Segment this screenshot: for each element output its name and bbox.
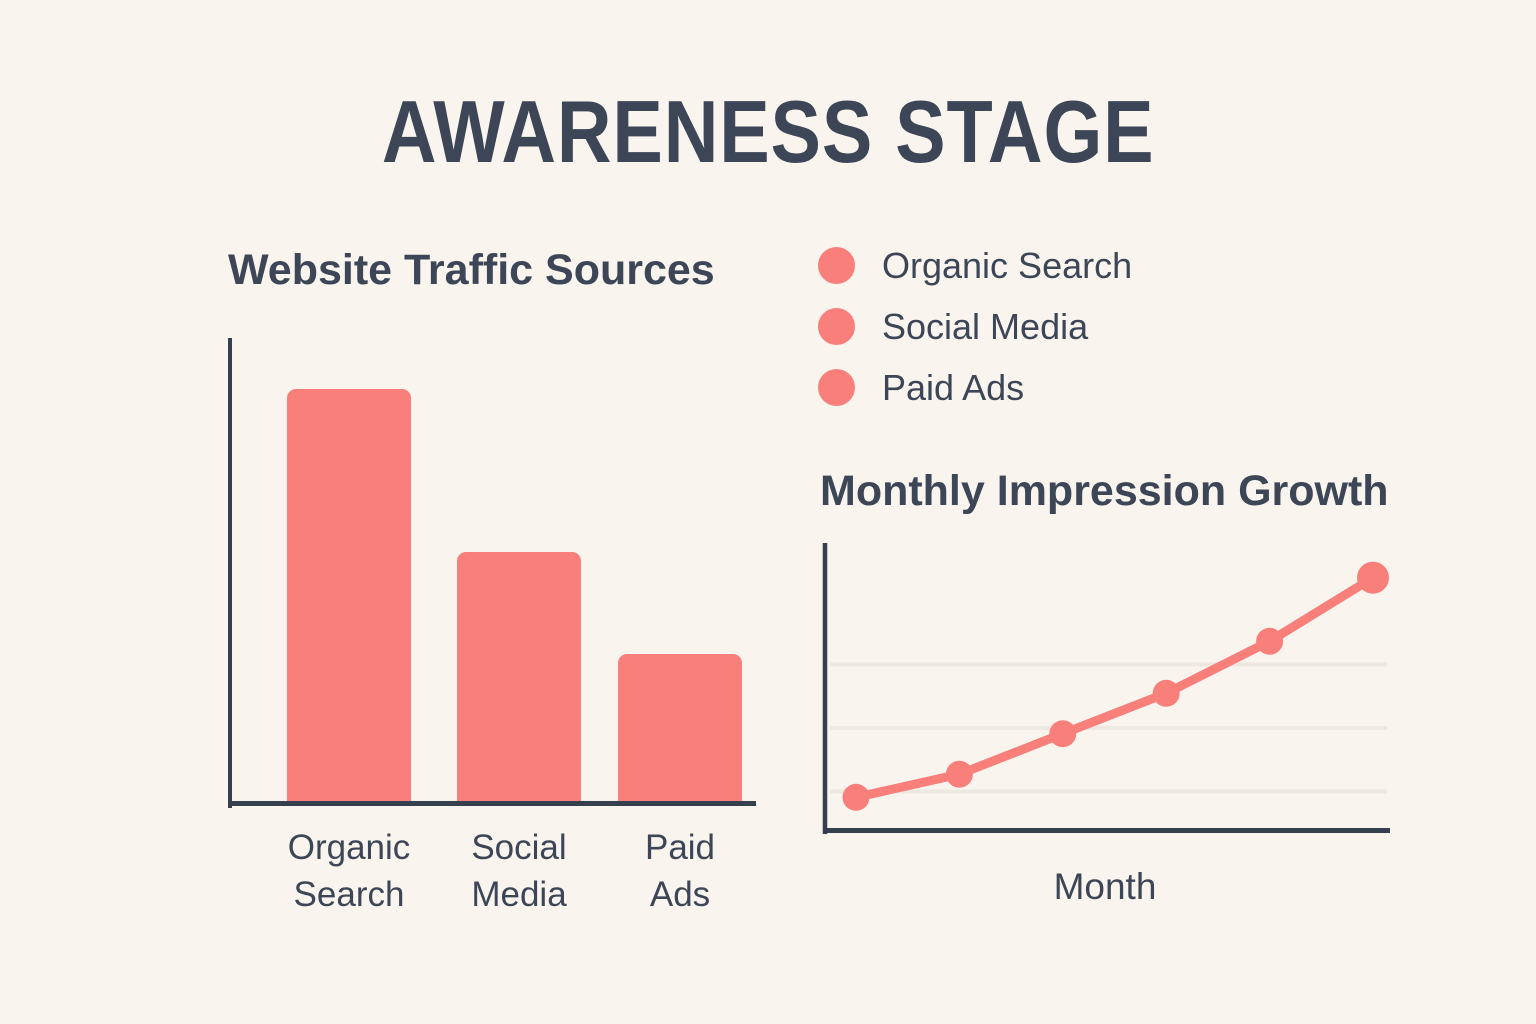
legend: Organic Search Social Media Paid Ads (818, 247, 1132, 430)
line-chart-title: Monthly Impression Growth (820, 467, 1389, 515)
circle-icon (818, 369, 855, 406)
legend-label: Organic Search (882, 244, 1133, 286)
data-point-month-3 (1049, 720, 1077, 748)
bar-category-label: Social Media (471, 828, 567, 914)
bar-category-label: Paid Ads (644, 828, 716, 914)
legend-item: Organic Search (818, 247, 1132, 284)
legend-label: Social Media (882, 305, 1089, 347)
growth-line (851, 573, 1378, 802)
bar-organic-search (287, 389, 411, 803)
bar-social-media (457, 552, 581, 803)
bar-chart-x-axis (228, 801, 756, 806)
line-chart-plot (822, 543, 1390, 834)
data-point-month-4 (1152, 679, 1180, 707)
circle-icon (818, 308, 855, 345)
legend-item: Social Media (818, 308, 1132, 345)
page-title-text: AWARENESS STAGE (381, 82, 1155, 181)
bar-category-label: Organic Search (287, 828, 411, 914)
legend-label: Paid Ads (882, 366, 1025, 408)
legend-item: Paid Ads (818, 369, 1132, 406)
data-point-month-2 (945, 760, 973, 788)
bar-chart-plot (228, 338, 758, 808)
bar-chart-category-labels: Organic Search Social Media Paid Ads (228, 824, 758, 954)
data-point-month-5 (1256, 627, 1284, 655)
bar-chart-title: Website Traffic Sources (228, 246, 715, 294)
page-title: AWARENESS STAGE (0, 88, 1536, 176)
data-point-month-6 (1357, 561, 1389, 594)
bar-paid-ads (618, 654, 742, 803)
line-chart-x-axis-label: Month (1053, 866, 1157, 907)
circle-icon (818, 247, 855, 284)
data-point-month-1 (842, 783, 870, 811)
bar-chart-y-axis (228, 338, 232, 808)
